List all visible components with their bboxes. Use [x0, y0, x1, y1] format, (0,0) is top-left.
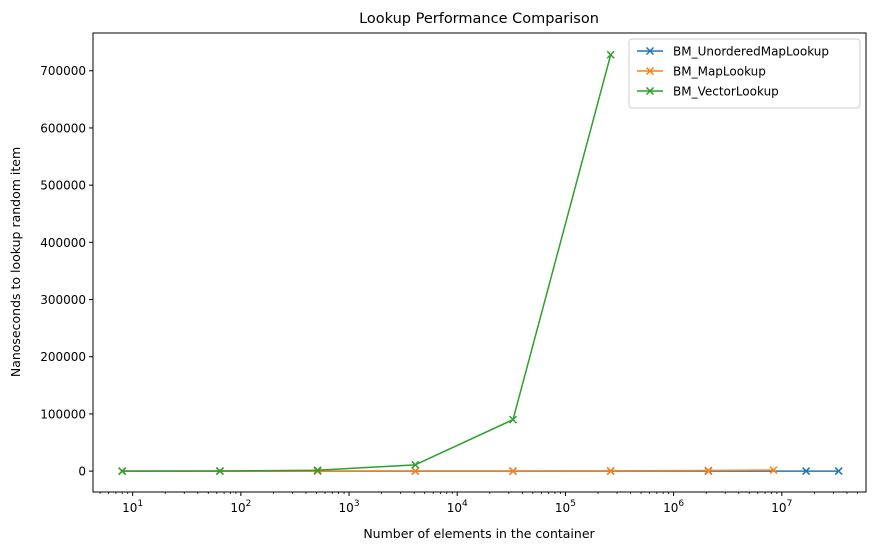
data-point-bm-maplookup-4: [508, 466, 518, 476]
legend: BM_UnorderedMapLookup BM_MapLookup BM_Vect…: [628, 38, 861, 109]
x-tick-label-0: 101: [122, 499, 143, 515]
y-axis: 0 100000 200000 300000 400000 500000 600000 700…: [40, 64, 93, 479]
plot-frame: [92, 32, 867, 493]
series-layer: [118, 50, 843, 476]
y-tick-label-0: 0: [78, 465, 86, 479]
data-point-bm-vectorlookup-4: [508, 415, 518, 424]
data-point-bm-maplookup-7: [769, 466, 778, 475]
legend-box: [628, 38, 861, 109]
data-point-bm-maplookup-5: [606, 466, 615, 475]
data-point-bm-vectorlookup-1: [215, 466, 224, 476]
legend-label-bm-unorderedmaplookup: BM_UnorderedMapLookup: [673, 45, 829, 59]
data-point-bm-maplookup-6: [704, 466, 713, 475]
data-point-bm-vectorlookup-0: [118, 467, 127, 476]
x-tick-label-4: 105: [555, 499, 576, 515]
data-point-bm-unorderedmaplookup-7: [802, 467, 811, 476]
y-tick-label-6: 600000: [40, 121, 86, 135]
legend-label-bm-vectorlookup: BM_VectorLookup: [673, 85, 779, 99]
y-tick-label-4: 400000: [40, 236, 86, 250]
data-point-bm-vectorlookup-5: [606, 50, 615, 59]
legend-label-bm-maplookup: BM_MapLookup: [673, 65, 766, 79]
legend-marker-bm-maplookup: [645, 66, 655, 76]
data-point-bm-vectorlookup-2: [313, 466, 322, 475]
legend-marker-bm-vectorlookup: [645, 86, 655, 96]
chart-title: Lookup Performance Comparison: [359, 11, 599, 27]
x-tick-label-1: 102: [230, 499, 251, 515]
x-tick-label-6: 107: [771, 499, 792, 515]
data-point-bm-vectorlookup-3: [411, 460, 420, 469]
x-tick-label-2: 103: [339, 499, 360, 515]
x-tick-label-5: 106: [663, 499, 684, 515]
data-point-bm-unorderedmaplookup-8: [834, 467, 843, 476]
y-axis-label: Nanoseconds to lookup random item: [8, 147, 23, 377]
x-axis: 101 102 103 104 105 106 107: [99, 492, 858, 515]
x-tick-label-3: 104: [447, 499, 468, 515]
y-tick-label-3: 300000: [40, 293, 86, 307]
x-axis-label: Number of elements in the container: [363, 526, 595, 541]
data-point-bm-maplookup-3: [411, 467, 420, 476]
y-tick-label-5: 500000: [40, 179, 86, 193]
series-line-bm-vectorlookup: [122, 54, 612, 472]
legend-marker-bm-unorderedmaplookup: [645, 46, 655, 56]
y-tick-label-1: 100000: [40, 407, 86, 421]
y-tick-label-2: 200000: [40, 350, 86, 364]
y-tick-label-7: 700000: [40, 64, 86, 78]
